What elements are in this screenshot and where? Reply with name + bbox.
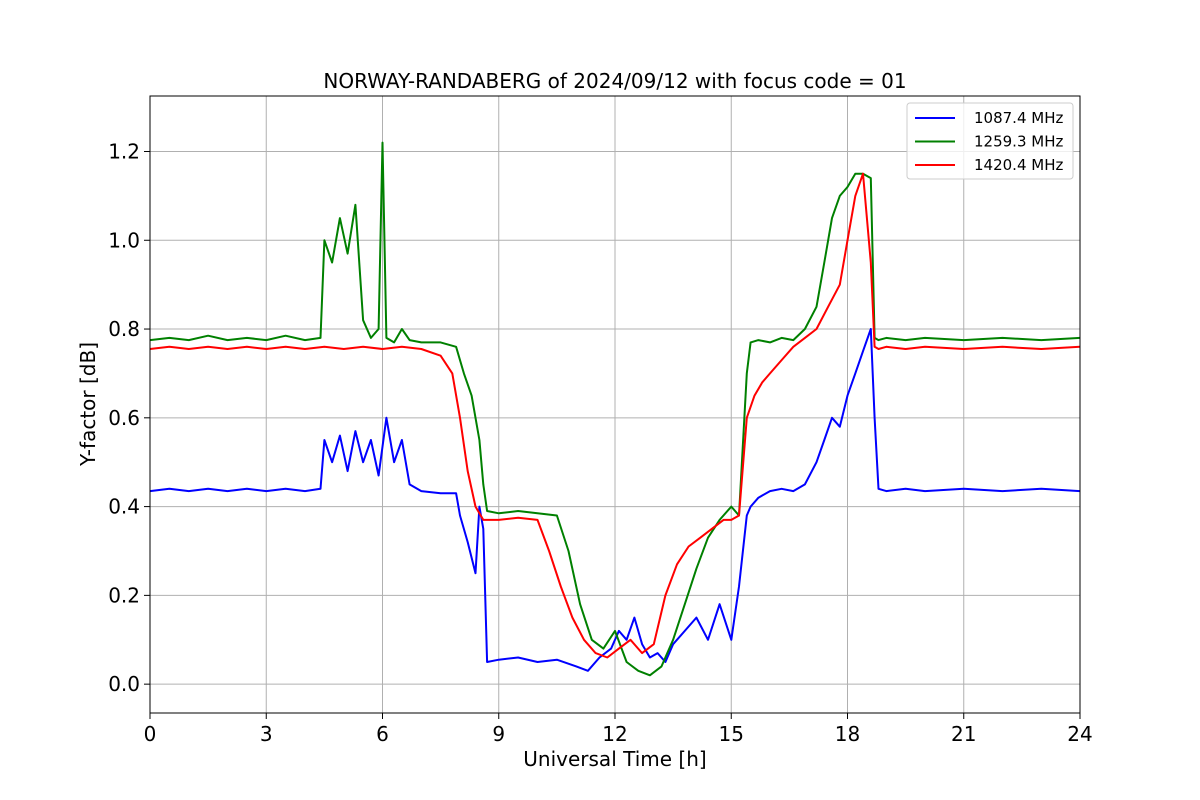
legend-label-2: 1259.3 MHz bbox=[974, 133, 1063, 151]
x-tick-label: 12 bbox=[602, 722, 627, 746]
y-tick-label: 1.0 bbox=[108, 228, 140, 252]
legend-box bbox=[906, 102, 1074, 180]
y-tick-label: 0.2 bbox=[108, 583, 140, 607]
series-layer bbox=[149, 141, 1081, 677]
legend-label-3: 1420.4 MHz bbox=[974, 156, 1063, 174]
x-axis: 0 3 6 9 12 15 18 21 24 bbox=[144, 713, 1093, 746]
x-tick-label: 3 bbox=[260, 722, 273, 746]
y-tick-label: 0.8 bbox=[108, 317, 140, 341]
y-axis-title: Y-factor [dB] bbox=[76, 342, 100, 467]
series-line-3 bbox=[149, 172, 1081, 659]
y-tick-label: 1.2 bbox=[108, 139, 140, 163]
series-line-2 bbox=[149, 141, 1081, 677]
y-axis: 0.0 0.2 0.4 0.6 0.8 1.0 1.2 bbox=[108, 139, 150, 696]
y-tick-label: 0.0 bbox=[108, 672, 140, 696]
x-tick-label: 18 bbox=[835, 722, 860, 746]
legend-label-1: 1087.4 MHz bbox=[974, 109, 1063, 127]
y-tick-label: 0.6 bbox=[108, 406, 140, 430]
y-tick-label: 0.4 bbox=[108, 495, 140, 519]
chart-title: NORWAY-RANDABERG of 2024/09/12 with focu… bbox=[323, 69, 906, 93]
x-axis-title: Universal Time [h] bbox=[523, 747, 706, 771]
legend: 1087.4 MHz 1259.3 MHz 1420.4 MHz bbox=[906, 102, 1074, 180]
series-line-1 bbox=[149, 328, 1081, 672]
x-tick-label: 9 bbox=[492, 722, 505, 746]
x-tick-label: 15 bbox=[719, 722, 744, 746]
x-tick-label: 6 bbox=[376, 722, 389, 746]
x-tick-label: 21 bbox=[951, 722, 976, 746]
x-tick-label: 24 bbox=[1067, 722, 1092, 746]
x-tick-label: 0 bbox=[144, 722, 157, 746]
